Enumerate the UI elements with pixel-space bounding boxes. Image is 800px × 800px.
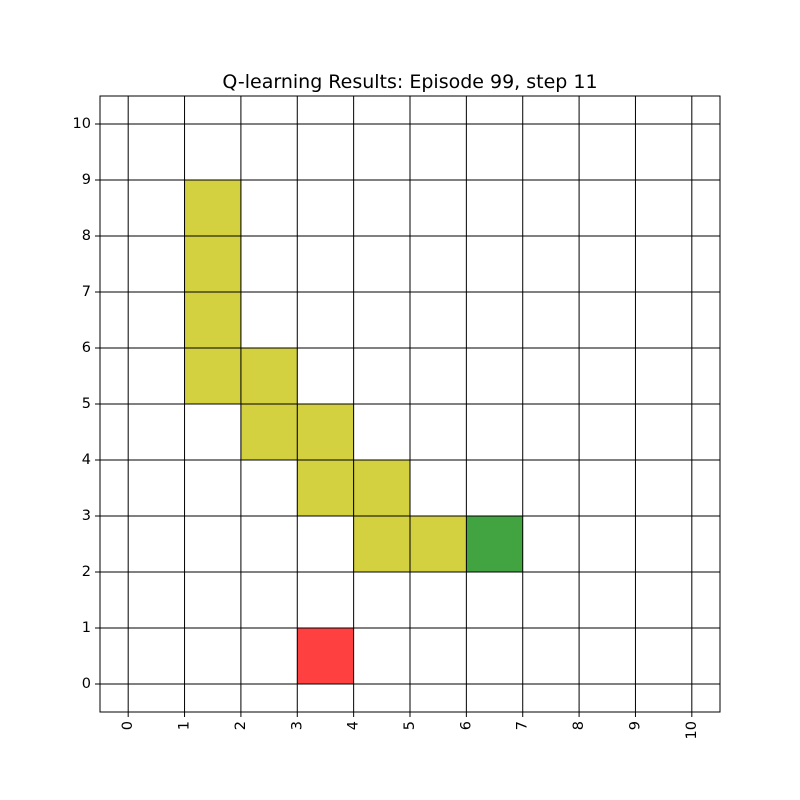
x-tick-label: 6	[458, 721, 474, 730]
y-tick-label: 8	[82, 228, 91, 244]
y-tick-label: 5	[82, 396, 91, 412]
start-cell	[296, 627, 354, 685]
y-tick-label: 0	[82, 676, 91, 692]
path-cell	[240, 403, 298, 461]
path-cell	[353, 459, 411, 517]
x-tick-label: 9	[627, 721, 643, 730]
y-tick-label: 3	[82, 508, 91, 524]
chart-title: Q-learning Results: Episode 99, step 11	[222, 71, 597, 93]
path-cell	[184, 179, 242, 237]
x-tick-label: 8	[571, 721, 587, 730]
y-tick-label: 2	[82, 564, 91, 580]
grid-lines	[100, 96, 720, 712]
agent-cell	[466, 515, 524, 573]
grid-cells	[184, 179, 524, 685]
path-cell	[353, 515, 411, 573]
y-tick-label: 4	[82, 452, 91, 468]
path-cell	[296, 459, 354, 517]
y-tick-label: 9	[82, 172, 91, 188]
path-cell	[409, 515, 467, 573]
x-tick-label: 3	[289, 721, 305, 730]
path-cell	[184, 235, 242, 293]
y-tick-label: 1	[82, 620, 91, 636]
path-cell	[184, 347, 242, 405]
y-tick-label: 6	[82, 340, 91, 356]
x-tick-label: 4	[346, 721, 362, 730]
path-cell	[296, 403, 354, 461]
axis-ticks: 0 1 2 3 4 5 6 7 8 9 10 0 1 2 3 4 5 6 7 8 9 10	[73, 116, 700, 739]
x-tick-label: 7	[515, 721, 531, 730]
plot-frame	[99, 95, 721, 713]
path-cell	[184, 291, 242, 349]
x-tick-label: 2	[233, 721, 249, 730]
path-cell	[240, 347, 298, 405]
x-tick-label: 1	[177, 721, 193, 730]
x-tick-label: 5	[402, 721, 418, 730]
x-tick-label: 10	[684, 721, 700, 739]
y-tick-label: 10	[73, 116, 91, 132]
y-tick-label: 7	[82, 284, 91, 300]
x-tick-label: 0	[120, 721, 136, 730]
